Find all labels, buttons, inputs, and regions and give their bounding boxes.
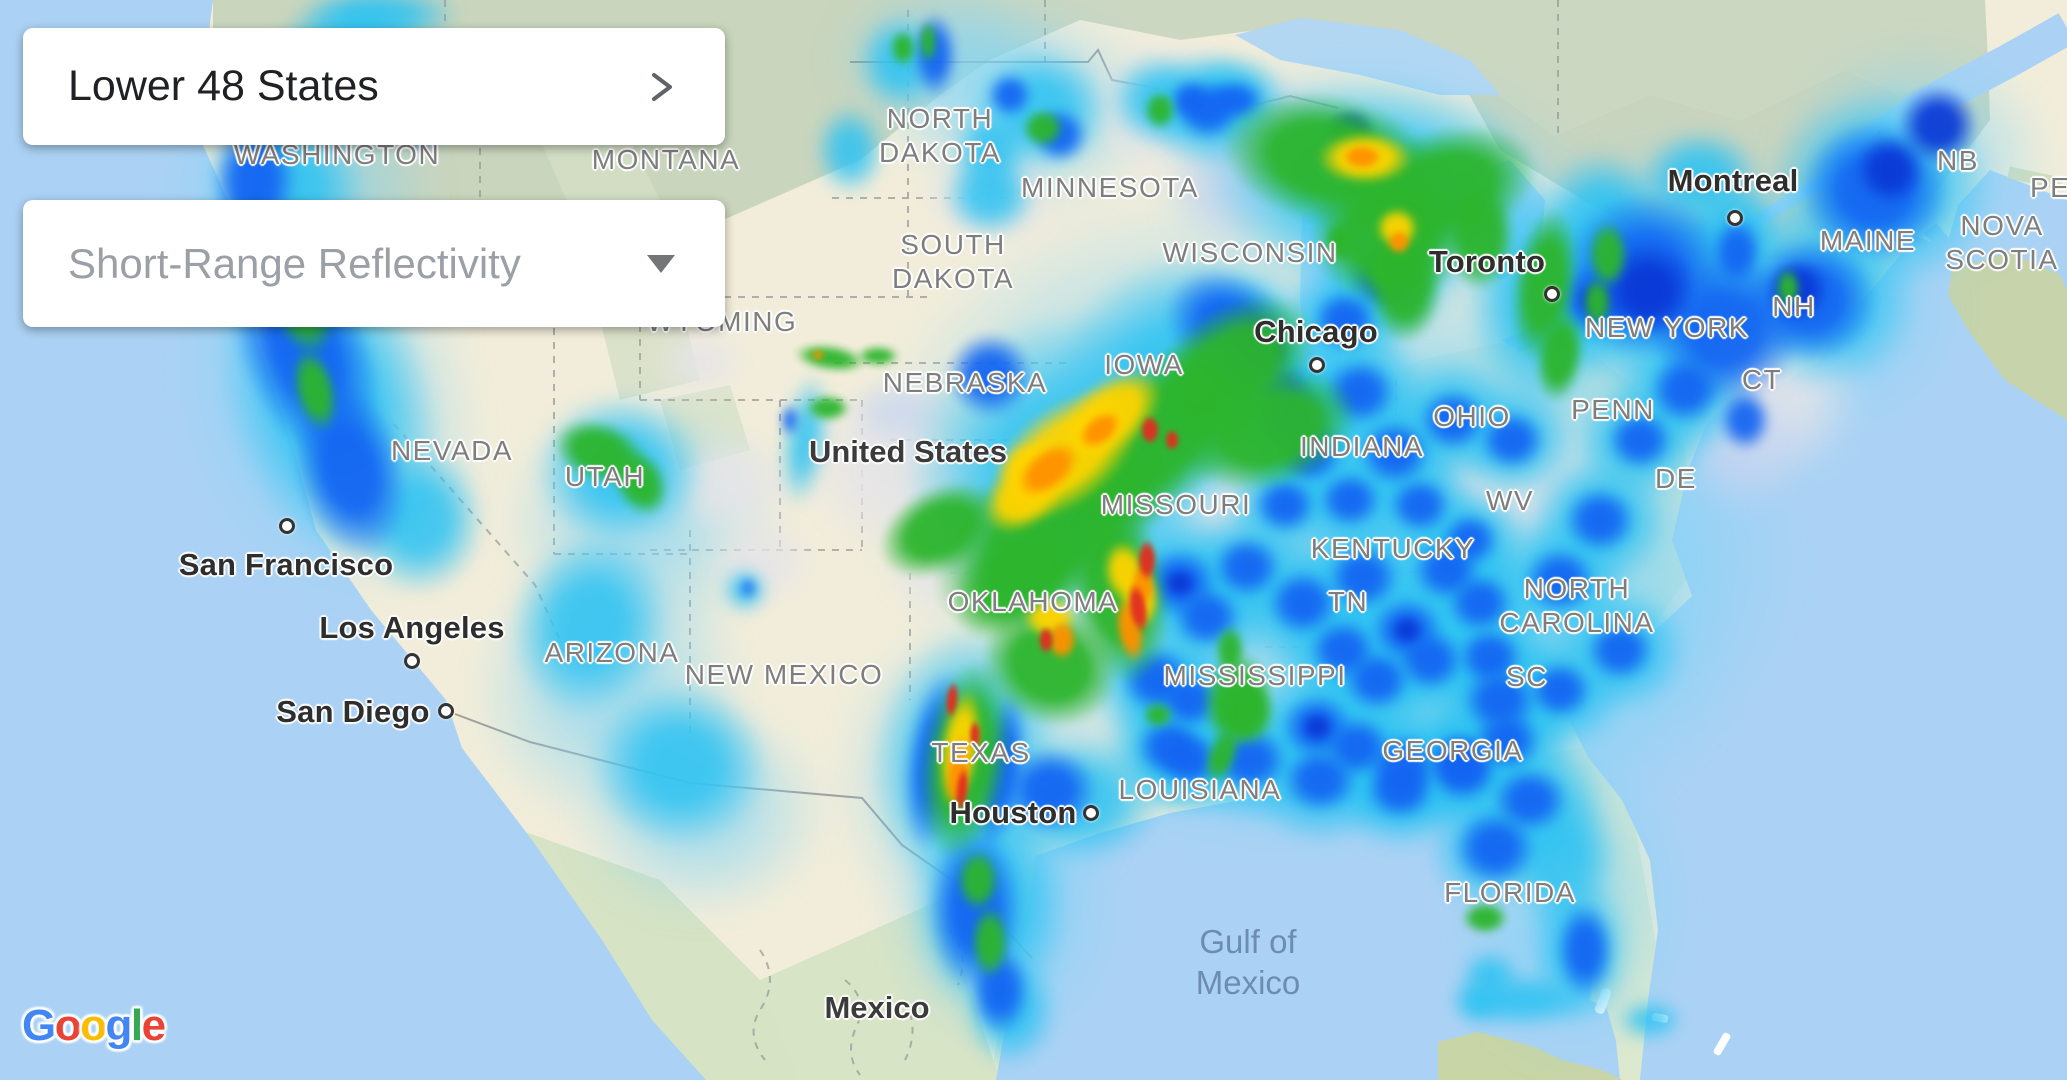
google-logo[interactable]: Google — [22, 1001, 166, 1051]
nova-scotia-land — [1948, 252, 2067, 420]
bahamas-island — [1713, 1032, 1731, 1056]
google-logo-letter: g — [105, 1001, 133, 1050]
chevron-right-icon — [652, 72, 672, 101]
layer-label: Short-Range Reflectivity — [68, 239, 521, 287]
region-label: Lower 48 States — [68, 62, 379, 110]
google-logo-letter: e — [141, 1001, 166, 1050]
layer-dropdown[interactable]: Short-Range Reflectivity — [23, 200, 725, 327]
google-logo-letter: o — [54, 1001, 82, 1050]
google-logo-letter: l — [130, 1001, 143, 1050]
region-selector[interactable]: Lower 48 States — [23, 28, 725, 145]
google-logo-letter: G — [22, 1001, 56, 1050]
dropdown-arrow-icon — [647, 254, 675, 273]
google-logo-letter: o — [80, 1001, 107, 1050]
